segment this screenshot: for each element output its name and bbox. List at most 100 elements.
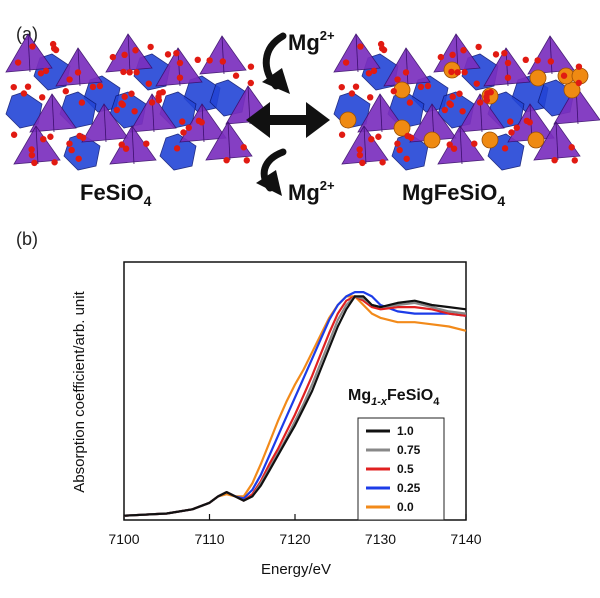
oxygen-atom xyxy=(547,58,555,65)
octahedron xyxy=(5,91,43,129)
oxygen-atom xyxy=(62,88,69,95)
oxygen-atom xyxy=(352,83,360,90)
oxygen-atom xyxy=(24,83,32,90)
oxygen-atom xyxy=(437,53,445,61)
crystal-structure-feSiO4-icon xyxy=(5,33,273,171)
formula-left: FeSiO4 xyxy=(80,180,152,209)
oxygen-atom xyxy=(356,151,364,159)
oxygen-atom xyxy=(68,146,75,154)
oxygen-atom xyxy=(121,51,128,59)
octahedron xyxy=(159,133,197,171)
oxygen-atom xyxy=(37,70,45,77)
oxygen-atom xyxy=(568,144,575,151)
tetrahedron-edge xyxy=(77,47,81,87)
tetrahedron-edge xyxy=(127,33,131,73)
tetrahedron-edge xyxy=(221,35,225,75)
series-line-1-0 xyxy=(123,295,467,517)
x-tick-label: 7100 xyxy=(108,531,139,547)
tetrahedron-edge xyxy=(549,35,553,75)
magnesium-atom xyxy=(481,131,499,149)
oxygen-atom xyxy=(195,117,203,125)
curved-arrow-top-icon xyxy=(262,32,290,94)
oxygen-atom xyxy=(446,141,453,148)
oxygen-atom xyxy=(394,76,401,83)
oxygen-atom xyxy=(40,135,47,143)
oxygen-atom xyxy=(475,43,482,51)
absorption-chart: 7100 7110 7120 7130 7140 Energy/eV Absorptio… xyxy=(71,261,482,578)
oxygen-atom xyxy=(473,80,480,87)
oxygen-atom xyxy=(441,106,449,114)
oxygen-atom xyxy=(404,132,411,140)
oxygen-atom xyxy=(14,59,22,66)
ion-label-top: Mg2+ xyxy=(288,28,335,55)
oxygen-atom xyxy=(487,89,494,96)
oxygen-atom xyxy=(159,89,166,96)
oxygen-atom xyxy=(575,79,582,87)
oxygen-atom xyxy=(179,118,186,125)
oxygen-atom xyxy=(449,93,456,100)
oxygen-atom xyxy=(206,57,213,64)
oxygen-atom xyxy=(403,155,410,162)
oxygen-atom xyxy=(370,67,378,75)
oxygen-atom xyxy=(109,53,117,61)
oxygen-atom xyxy=(365,70,373,77)
oxygen-atom xyxy=(74,69,82,76)
oxygen-atom xyxy=(338,83,345,91)
oxygen-atom xyxy=(247,63,255,70)
tetrahedron-edge xyxy=(35,125,39,165)
octahedron xyxy=(63,133,101,171)
oxygen-atom xyxy=(483,97,491,104)
magnesium-atom xyxy=(423,131,441,149)
formula-right: MgFeSiO4 xyxy=(402,180,505,209)
y-axis-title: Absorption coefficient/arb. unit xyxy=(71,290,88,492)
tetrahedron-edge xyxy=(555,121,559,161)
oxygen-atom xyxy=(31,159,38,167)
oxygen-atom xyxy=(342,59,350,66)
oxygen-atom xyxy=(366,94,374,101)
oxygen-atom xyxy=(76,132,83,140)
oxygen-atom xyxy=(571,157,578,164)
oxygen-atom xyxy=(501,145,509,152)
legend-label: 0.0 xyxy=(397,500,414,514)
oxygen-atom xyxy=(504,59,512,67)
oxygen-atom xyxy=(29,43,36,50)
oxygen-atom xyxy=(133,69,140,76)
oxygen-atom xyxy=(575,63,583,70)
oxygen-atom xyxy=(147,43,154,51)
oxygen-atom xyxy=(28,151,36,159)
x-tick-label: 7130 xyxy=(365,531,396,547)
oxygen-atom xyxy=(126,69,133,76)
oxygen-atom xyxy=(176,74,184,81)
tetrahedron-edge xyxy=(459,125,463,165)
oxygen-atom xyxy=(456,90,463,97)
oxygen-atom xyxy=(424,82,432,90)
tetrahedron-edge xyxy=(363,125,367,165)
oxygen-atom xyxy=(446,100,453,107)
legend-label: 0.25 xyxy=(397,481,421,495)
oxygen-atom xyxy=(454,69,461,76)
oxygen-atom xyxy=(118,100,125,107)
oxygen-atom xyxy=(513,124,520,131)
tetrahedron-edge xyxy=(131,125,135,165)
oxygen-atom xyxy=(132,47,139,54)
oxygen-atom xyxy=(38,94,46,101)
oxygen-atom xyxy=(390,88,397,95)
oxygen-atom xyxy=(66,76,73,83)
oxygen-atom xyxy=(560,72,568,79)
oxygen-atom xyxy=(522,56,529,64)
oxygen-atom xyxy=(113,106,121,114)
oxygen-atom xyxy=(417,83,425,91)
x-tick-label: 7110 xyxy=(194,531,224,547)
crystal-structure-mgFeSiO4-icon xyxy=(333,33,600,171)
oxygen-atom xyxy=(402,69,410,76)
oxygen-atom xyxy=(10,83,17,91)
oxygen-atom xyxy=(20,90,28,97)
oxygen-atom xyxy=(394,140,401,147)
x-tick-label: 7140 xyxy=(450,531,481,547)
oxygen-atom xyxy=(247,79,254,87)
oxygen-atom xyxy=(507,118,514,125)
oxygen-atom xyxy=(51,159,58,166)
oxygen-atom xyxy=(504,74,512,81)
oxygen-atom xyxy=(118,141,125,148)
legend-label: 0.75 xyxy=(397,443,421,457)
